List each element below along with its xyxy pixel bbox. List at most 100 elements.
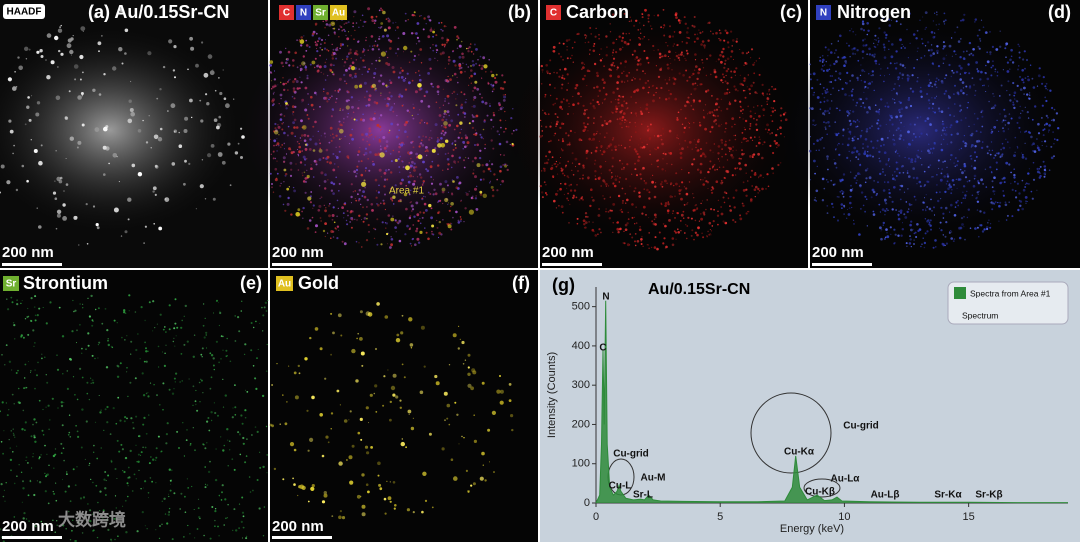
speckle xyxy=(212,364,215,367)
speckle xyxy=(568,184,571,187)
speckle xyxy=(627,125,630,128)
speckle xyxy=(712,151,714,153)
speckle xyxy=(223,444,226,447)
speckle xyxy=(411,114,413,117)
speckle xyxy=(834,49,838,52)
speckle xyxy=(990,171,993,173)
speckle xyxy=(625,202,627,204)
speckle xyxy=(269,60,274,64)
speckle xyxy=(903,46,907,50)
speckle xyxy=(318,149,323,153)
speckle xyxy=(630,112,633,114)
speckle xyxy=(953,115,955,117)
speckle xyxy=(931,107,934,110)
speckle xyxy=(934,111,936,114)
speckle xyxy=(271,186,273,189)
speckle xyxy=(989,153,992,156)
speckle xyxy=(589,102,592,105)
speckle xyxy=(976,117,979,120)
speckle xyxy=(1018,65,1020,67)
speckle xyxy=(995,48,999,51)
speckle xyxy=(389,129,391,132)
speckle xyxy=(436,49,439,52)
speckle xyxy=(355,22,358,24)
speckle xyxy=(79,303,81,305)
speckle xyxy=(976,34,979,37)
speckle xyxy=(962,50,965,53)
speckle xyxy=(674,195,676,198)
speckle xyxy=(815,124,817,126)
speckle xyxy=(34,342,36,344)
speckle xyxy=(1053,142,1055,145)
speckle xyxy=(940,134,943,136)
speckle xyxy=(412,175,414,178)
speckle xyxy=(396,115,398,117)
speckle xyxy=(707,39,710,42)
speckle xyxy=(893,242,896,245)
speckle xyxy=(15,188,19,192)
speckle xyxy=(753,173,757,176)
speckle xyxy=(130,353,132,355)
speckle xyxy=(500,126,502,129)
speckle xyxy=(621,126,623,129)
speckle xyxy=(343,73,346,77)
speckle xyxy=(286,187,290,191)
speckle xyxy=(360,19,362,21)
speckle xyxy=(913,67,916,69)
speckle xyxy=(873,89,875,92)
speckle xyxy=(821,199,825,202)
speckle xyxy=(849,195,852,198)
speckle xyxy=(125,457,128,459)
speckle xyxy=(98,93,102,96)
speckle xyxy=(583,63,586,65)
speckle xyxy=(585,215,587,218)
speckle xyxy=(559,126,562,129)
speckle xyxy=(991,45,995,49)
speckle xyxy=(419,211,422,214)
speckle xyxy=(929,164,932,167)
speckle xyxy=(410,164,414,168)
speckle xyxy=(835,166,838,169)
speckle xyxy=(666,209,670,212)
speckle xyxy=(615,38,618,41)
speckle xyxy=(323,47,327,50)
speckle xyxy=(155,447,158,450)
speckle xyxy=(203,336,206,339)
speckle xyxy=(216,125,220,130)
speckle xyxy=(390,238,394,241)
speckle xyxy=(378,168,382,172)
speckle xyxy=(974,113,976,115)
speckle xyxy=(114,495,117,497)
speckle xyxy=(365,132,369,136)
speckle xyxy=(606,132,608,134)
speckle xyxy=(916,50,918,52)
speckle xyxy=(710,73,712,76)
speckle xyxy=(586,35,588,37)
speckle xyxy=(1032,142,1035,145)
speckle xyxy=(862,143,864,145)
speckle xyxy=(694,219,697,222)
speckle xyxy=(663,24,666,27)
speckle xyxy=(404,130,407,133)
speckle xyxy=(416,237,420,241)
speckle xyxy=(965,85,968,88)
speckle xyxy=(285,58,288,60)
speckle xyxy=(376,44,379,46)
speckle xyxy=(885,123,887,126)
speckle xyxy=(731,117,735,120)
speckle xyxy=(943,133,945,135)
speckle xyxy=(202,392,204,394)
speckle xyxy=(12,152,14,155)
speckle xyxy=(499,154,502,156)
speckle xyxy=(703,116,706,119)
speckle xyxy=(63,190,65,192)
speckle xyxy=(365,135,368,138)
speckle xyxy=(1024,186,1027,188)
speckle xyxy=(736,167,739,169)
speckle xyxy=(895,115,899,119)
speckle xyxy=(433,179,434,181)
speckle xyxy=(610,177,612,179)
speckle xyxy=(470,69,473,72)
speckle xyxy=(687,146,689,148)
speckle xyxy=(745,172,747,174)
